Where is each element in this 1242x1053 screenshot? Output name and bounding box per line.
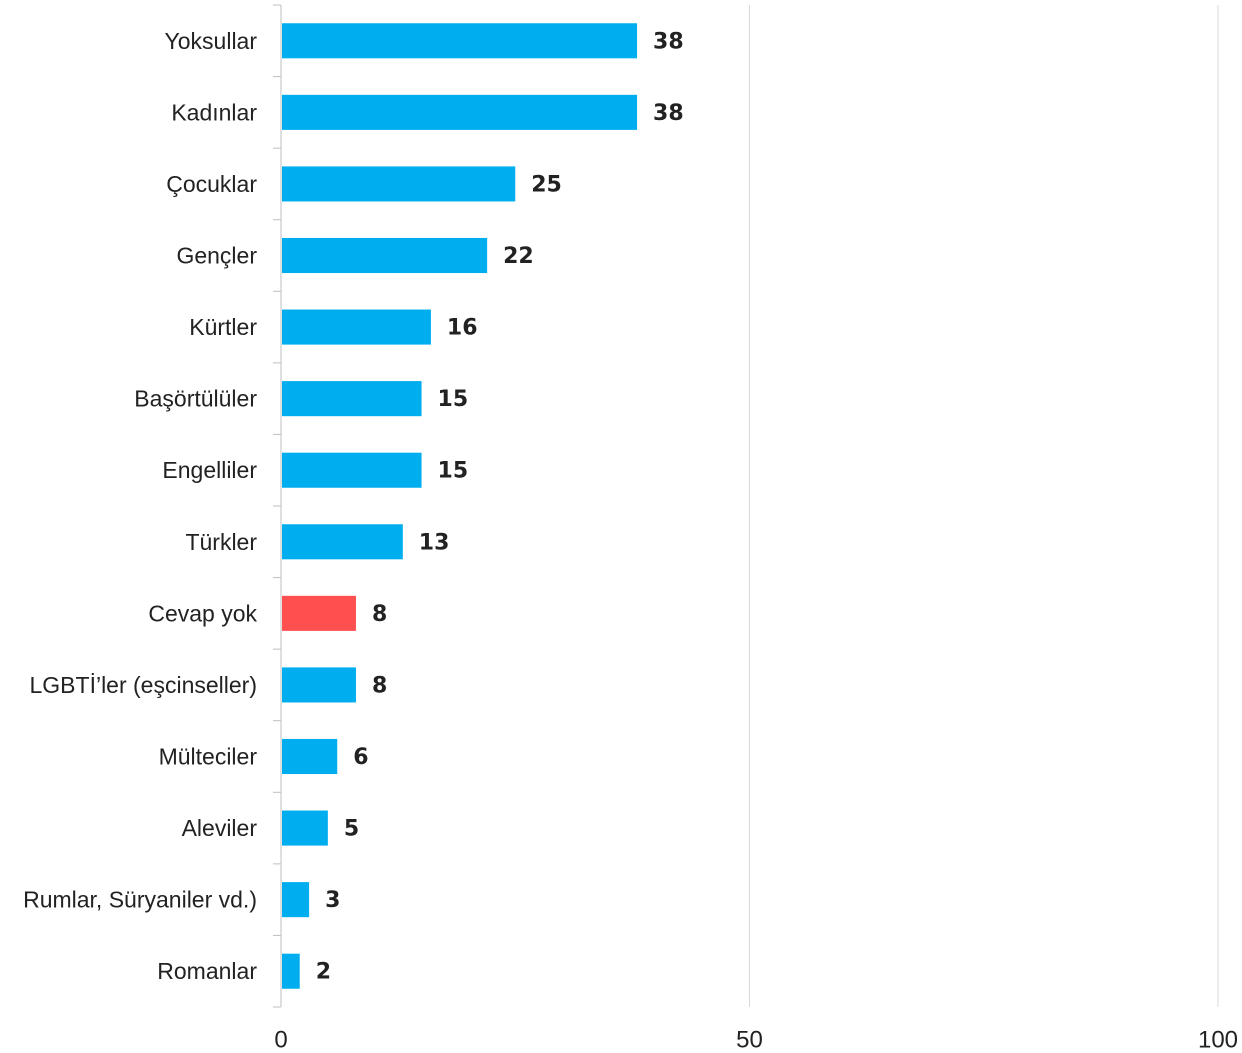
category-label: Türkler bbox=[185, 529, 257, 555]
x-tick-label: 0 bbox=[274, 1027, 287, 1053]
value-label: 5 bbox=[344, 817, 359, 842]
value-label: 16 bbox=[447, 316, 478, 341]
bar bbox=[282, 810, 328, 846]
category-label: Yoksullar bbox=[165, 28, 258, 54]
category-label: Romanlar bbox=[157, 958, 257, 984]
category-label: Rumlar, Süryaniler vd.) bbox=[23, 887, 257, 913]
bar bbox=[282, 738, 338, 775]
category-label: Kürtler bbox=[189, 314, 257, 340]
value-label: 2 bbox=[316, 960, 331, 985]
bar bbox=[282, 595, 356, 631]
x-tick-label: 50 bbox=[736, 1027, 763, 1053]
x-tick-labels: 0 50 100 bbox=[274, 1027, 1238, 1053]
value-label: 25 bbox=[531, 172, 562, 197]
bar bbox=[282, 667, 356, 703]
value-label: 15 bbox=[438, 459, 469, 484]
category-labels: Yoksullar Kadınlar Çocuklar Gençler Kürtler B… bbox=[23, 28, 257, 984]
grid-lines bbox=[273, 4, 1219, 1008]
x-tick-label: 100 bbox=[1198, 1027, 1238, 1053]
value-label: 13 bbox=[419, 530, 450, 555]
bar bbox=[282, 309, 431, 345]
value-label: 22 bbox=[503, 244, 534, 269]
bar bbox=[282, 94, 638, 130]
category-label: Kadınlar bbox=[171, 99, 257, 125]
value-label: 3 bbox=[325, 888, 340, 913]
bar bbox=[282, 237, 488, 274]
value-label: 38 bbox=[653, 101, 684, 126]
bar bbox=[282, 166, 516, 202]
bars bbox=[282, 23, 638, 989]
category-label: Engelliler bbox=[162, 457, 257, 483]
value-label: 8 bbox=[372, 602, 387, 627]
category-label: Gençler bbox=[176, 243, 257, 269]
bar bbox=[282, 953, 300, 989]
bar bbox=[282, 882, 310, 918]
bar bbox=[282, 381, 422, 417]
value-label: 6 bbox=[353, 745, 368, 770]
category-label: Cevap yok bbox=[148, 600, 257, 626]
value-labels: 38 38 25 22 16 15 15 13 8 8 6 5 3 2 bbox=[316, 29, 684, 984]
bar bbox=[282, 452, 422, 488]
bar bbox=[282, 524, 403, 560]
category-label: Başörtülüler bbox=[134, 386, 257, 412]
value-label: 38 bbox=[653, 29, 684, 54]
value-label: 15 bbox=[438, 387, 469, 412]
value-label: 8 bbox=[372, 673, 387, 698]
category-label: LGBTİ’ler (eşcinseller) bbox=[30, 672, 258, 698]
category-label: Aleviler bbox=[182, 815, 258, 841]
bar bbox=[282, 23, 638, 59]
category-label: Mülteciler bbox=[159, 744, 258, 770]
category-label: Çocuklar bbox=[166, 171, 257, 197]
